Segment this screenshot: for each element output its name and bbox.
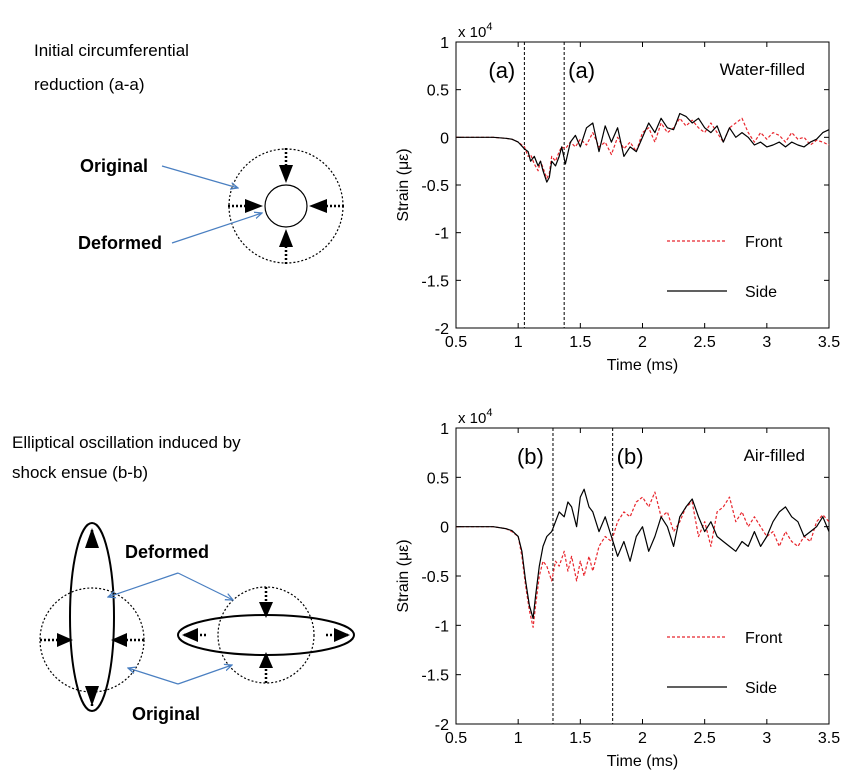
- top-xtick-label: 0.5: [445, 334, 467, 351]
- top-multiplier-base: x 10: [458, 24, 486, 41]
- top-xaxis-label: Time (ms): [607, 357, 678, 374]
- circumferential-reduction-diagram: [161, 148, 344, 264]
- bottom-multiplier-base: x 10: [458, 410, 486, 427]
- bottom-legend-label-side: Side: [745, 680, 777, 697]
- bottom-left-deformed-ellipse: [69, 522, 115, 712]
- top-annotation: Water-filled: [720, 60, 805, 79]
- bottom-series-side: [456, 488, 830, 620]
- top-multiplier-exp: 4: [486, 21, 492, 33]
- horizontal-ellipse-diagram: [177, 586, 355, 684]
- top-ytick-label: 0.5: [427, 83, 449, 100]
- bottom-ytick-label: -0.5: [421, 569, 449, 586]
- top-original-label: Original: [80, 156, 149, 176]
- top-vline-label: (a): [488, 58, 515, 83]
- top-caption-line2: reduction (a-a): [34, 75, 145, 94]
- top-ytick-label: -2: [435, 321, 449, 338]
- bottom-original-label: Original: [132, 704, 201, 724]
- bottom-deformed-label: Deformed: [125, 542, 210, 562]
- bottom-xtick-label: 2: [638, 730, 647, 747]
- bottom-vline-label: (b): [617, 444, 644, 469]
- bottom-xtick-label: 3.5: [818, 730, 840, 747]
- vertical-ellipse-diagram: [39, 522, 145, 712]
- bottom-multiplier-exp: 4: [486, 407, 492, 419]
- bottom-xtick-label: 2.5: [694, 730, 716, 747]
- top-legend-label-front: Front: [745, 234, 783, 251]
- top-xtick-label: 2.5: [694, 334, 716, 351]
- top-ytick-label: 1: [440, 35, 449, 52]
- top-caption-line1: Initial circumferential: [34, 41, 189, 60]
- bottom-ytick-label: 1: [440, 421, 449, 438]
- bottom-legend-label-front: Front: [745, 630, 783, 647]
- bottom-xtick-label: 0.5: [445, 730, 467, 747]
- top-ytick-label: 0: [440, 130, 449, 147]
- bottom-vline-label: (b): [517, 444, 544, 469]
- bottom-ytick-label: 0.5: [427, 470, 449, 487]
- bottom-annotation: Air-filled: [744, 446, 805, 465]
- bottom-yaxis-label: Strain (με): [395, 539, 412, 612]
- top-ytick-label: -1.5: [421, 273, 449, 290]
- bottom-xtick-label: 1: [514, 730, 523, 747]
- top-deformed-label: Deformed: [78, 233, 163, 253]
- bottom-series-front: [456, 491, 830, 628]
- bottom-caption-line1: Elliptical oscillation induced by: [12, 433, 241, 452]
- bottom-ytick-label: -2: [435, 717, 449, 734]
- bottom-xtick-label: 1.5: [569, 730, 591, 747]
- top-yaxis-label: Strain (με): [395, 148, 412, 221]
- bottom-ytick-label: -1.5: [421, 668, 449, 685]
- bottom-multiplier-label: x 104: [458, 407, 492, 427]
- top-ytick-label: -0.5: [421, 178, 449, 195]
- top-multiplier-label: x 104: [458, 21, 492, 41]
- top-series-side: [456, 112, 830, 183]
- top-xtick-label: 1.5: [569, 334, 591, 351]
- bottom-xtick-label: 3: [762, 730, 771, 747]
- top-xtick-label: 3.5: [818, 334, 840, 351]
- bottom-xaxis-label: Time (ms): [607, 753, 678, 770]
- top-deformed-circle: [264, 184, 308, 228]
- top-xtick-label: 1: [514, 334, 523, 351]
- top-xtick-label: 2: [638, 334, 647, 351]
- bottom-caption-line2: shock ensue (b-b): [12, 463, 149, 482]
- top-vline-label: (a): [568, 58, 595, 83]
- bottom-ytick-label: -1: [435, 618, 449, 635]
- bottom-ytick-label: 0: [440, 520, 449, 537]
- top-xtick-label: 3: [762, 334, 771, 351]
- top-ytick-label: -1: [435, 226, 449, 243]
- top-legend-label-side: Side: [745, 284, 777, 301]
